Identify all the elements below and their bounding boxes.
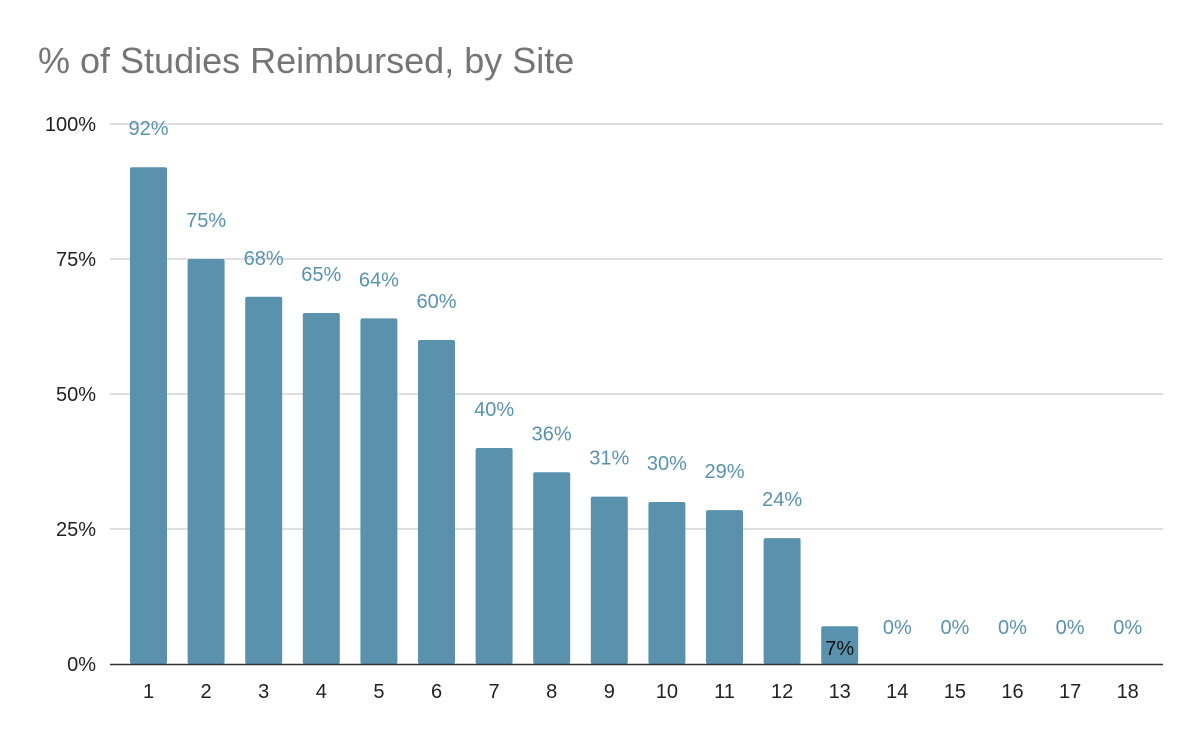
x-tick-label: 4	[316, 681, 327, 703]
bar	[187, 259, 225, 664]
data-label: 60%	[416, 291, 456, 313]
x-tick-label: 5	[373, 681, 384, 703]
bar	[763, 538, 801, 664]
bar	[648, 502, 686, 664]
y-tick-label: 25%	[56, 519, 96, 541]
y-axis-ticks: 0% 25% 50% 75% 100%	[45, 114, 96, 676]
x-tick-label: 15	[944, 681, 966, 703]
x-tick-label: 6	[431, 681, 442, 703]
bar	[706, 510, 743, 664]
data-label: 30%	[647, 453, 687, 475]
data-label: 0%	[998, 617, 1027, 639]
data-label: 92%	[128, 118, 168, 140]
y-tick-label: 100%	[45, 114, 96, 136]
x-tick-label: 14	[886, 681, 908, 703]
bar	[302, 313, 340, 664]
data-label: 0%	[1113, 617, 1142, 639]
gridlines	[110, 123, 1163, 530]
x-tick-label: 12	[771, 681, 793, 703]
bar	[360, 318, 398, 664]
x-tick-label: 1	[143, 681, 154, 703]
x-tick-label: 10	[656, 681, 678, 703]
data-label: 75%	[186, 210, 226, 232]
bar	[418, 340, 455, 664]
bar	[821, 626, 859, 664]
x-tick-label: 9	[604, 681, 615, 703]
data-label: 24%	[762, 489, 802, 511]
y-tick-label: 75%	[56, 249, 96, 271]
x-tick-label: 13	[829, 681, 851, 703]
data-label: 0%	[1056, 617, 1085, 639]
data-label: 31%	[589, 448, 629, 470]
data-label: 29%	[704, 461, 744, 483]
chart-title: % of Studies Reimbursed, by Site	[38, 40, 575, 81]
data-labels: 92% 75% 68% 65% 64% 60% 40% 36% 31% 30% 29% 24% 7% 0%…	[128, 118, 1142, 660]
data-label: 64%	[359, 269, 399, 291]
x-tick-label: 16	[1001, 681, 1023, 703]
data-label: 68%	[244, 248, 284, 270]
x-tick-label: 18	[1117, 681, 1139, 703]
data-label: 36%	[532, 423, 572, 445]
bar	[130, 167, 167, 664]
y-tick-label: 50%	[56, 384, 96, 406]
x-tick-label: 3	[258, 681, 269, 703]
data-label: 40%	[474, 399, 514, 421]
x-axis-ticks: 1 2 3 4 5 6 7 8 9 10 11 12 13 14 15 16 17 18	[143, 681, 1139, 703]
data-label: 0%	[883, 617, 912, 639]
bar	[533, 472, 571, 664]
data-label: 65%	[301, 264, 341, 286]
data-label: 0%	[940, 617, 969, 639]
x-tick-label: 8	[546, 681, 557, 703]
y-tick-label: 0%	[67, 654, 96, 676]
bar	[590, 496, 628, 664]
x-tick-label: 11	[714, 681, 735, 703]
x-tick-label: 7	[489, 681, 500, 703]
x-tick-label: 2	[201, 681, 212, 703]
bars	[130, 167, 859, 664]
bar	[475, 448, 513, 664]
data-label: 7%	[825, 638, 854, 660]
x-tick-label: 17	[1059, 681, 1081, 703]
bar	[245, 296, 283, 664]
